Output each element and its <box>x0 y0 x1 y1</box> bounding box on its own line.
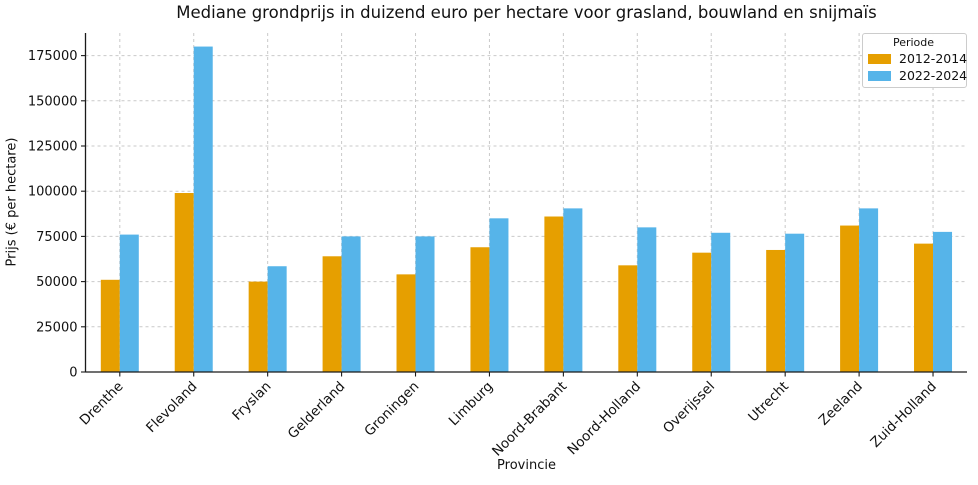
bar-2022-2024-Noord-Holland <box>637 227 657 372</box>
y-tick-label: 25000 <box>36 320 77 335</box>
y-tick-label: 50000 <box>36 275 77 290</box>
legend-label: 2022-2024 <box>899 68 968 83</box>
y-axis-label: Prijs (€ per hectare) <box>4 137 20 267</box>
bar-2012-2014-Zeeland <box>840 225 860 372</box>
chart-title: Mediane grondprijs in duizend euro per h… <box>176 3 877 22</box>
bar-2012-2014-Drenthe <box>100 279 120 372</box>
bar-2022-2024-Zeeland <box>859 208 879 372</box>
bar-2012-2014-Utrecht <box>766 249 786 372</box>
x-tick-label: Limburg <box>446 379 497 430</box>
bar-2022-2024-Limburg <box>489 218 509 372</box>
bar-2012-2014-Gelderland <box>322 256 342 372</box>
x-tick-label: Flevoland <box>143 379 200 436</box>
x-tick-label: Noord-Holland <box>564 379 644 459</box>
bar-2012-2014-Overijssel <box>692 252 712 372</box>
x-axis-label: Provincie <box>497 458 556 473</box>
legend-entry: 2022-2024 <box>868 67 967 84</box>
x-tick-label: Utrecht <box>745 379 792 426</box>
x-tick-label: Fryslan <box>229 379 274 424</box>
x-tick-label: Noord-Brabant <box>489 379 570 460</box>
x-tick-label: Gelderland <box>285 379 349 443</box>
bar-2012-2014-Limburg <box>470 247 490 372</box>
x-tick-label: Zeeland <box>816 379 866 429</box>
bar-2022-2024-Groningen <box>415 236 435 372</box>
x-tick-label: Overijssel <box>660 379 718 437</box>
y-tick-label: 150000 <box>28 94 78 109</box>
bar-2022-2024-Noord-Brabant <box>563 208 583 372</box>
bar-2022-2024-Utrecht <box>785 233 805 372</box>
x-tick-label: Drenthe <box>77 379 127 429</box>
legend: Periode 2012-2014 2022-2024 <box>862 33 967 88</box>
bar-2022-2024-Flevoland <box>193 46 213 373</box>
bar-2012-2014-Flevoland <box>174 193 194 372</box>
bar-2012-2014-Fryslan <box>248 281 268 372</box>
bar-2022-2024-Overijssel <box>711 232 731 372</box>
legend-entry: 2012-2014 <box>868 50 967 67</box>
legend-swatch-2022-2024 <box>868 70 891 81</box>
x-tick-label: Groningen <box>361 379 422 440</box>
legend-swatch-2012-2014 <box>868 53 891 64</box>
x-tick-label: Zuid-Holland <box>868 379 940 451</box>
bar-2012-2014-Noord-Brabant <box>544 216 564 372</box>
bar-2012-2014-Groningen <box>396 274 416 372</box>
y-tick-label: 125000 <box>28 140 78 155</box>
y-tick-label: 100000 <box>28 185 78 200</box>
bar-2022-2024-Gelderland <box>341 236 361 372</box>
legend-title: Periode <box>892 36 935 49</box>
bar-2022-2024-Drenthe <box>119 234 139 372</box>
y-tick-label: 75000 <box>36 230 77 245</box>
y-tick-label: 0 <box>69 366 77 381</box>
y-tick-label: 175000 <box>28 49 78 64</box>
bar-2022-2024-Fryslan <box>267 266 287 372</box>
bar-2022-2024-Zuid-Holland <box>933 231 953 372</box>
legend-label: 2012-2014 <box>899 51 968 66</box>
bar-2012-2014-Zuid-Holland <box>914 243 934 372</box>
bar-2012-2014-Noord-Holland <box>618 265 638 372</box>
